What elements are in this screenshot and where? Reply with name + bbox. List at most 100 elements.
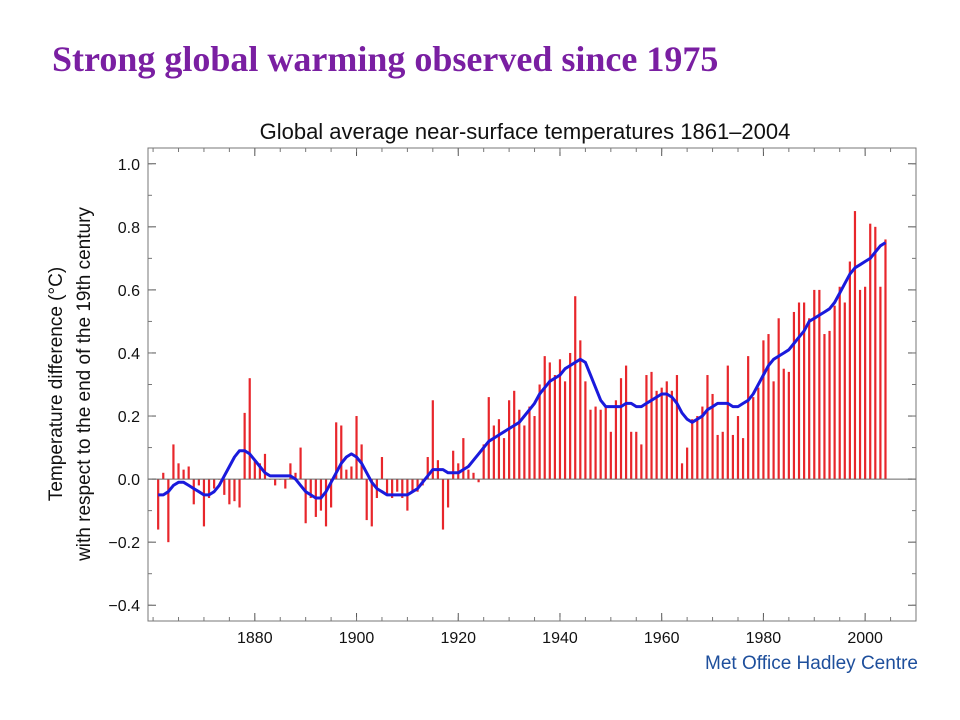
temperature-bar bbox=[533, 416, 536, 480]
temperature-bar bbox=[411, 479, 414, 492]
temperature-bar bbox=[167, 479, 170, 543]
y-tick-label: −0.2 bbox=[108, 535, 140, 552]
temperature-bar bbox=[797, 302, 801, 480]
temperature-bar bbox=[304, 479, 307, 524]
temperature-bar bbox=[472, 472, 475, 480]
temperature-bar bbox=[157, 479, 160, 530]
temperature-bar bbox=[391, 479, 394, 499]
temperature-bar bbox=[294, 472, 297, 480]
temperature-bar bbox=[508, 400, 511, 480]
temperature-bar bbox=[711, 393, 714, 480]
temperature-bar bbox=[345, 469, 348, 480]
temperature-bar bbox=[614, 400, 618, 480]
temperature-bar bbox=[609, 431, 612, 480]
y-tick-label: 0.2 bbox=[118, 409, 140, 426]
temperature-bar bbox=[757, 387, 760, 480]
temperature-bar bbox=[818, 289, 821, 480]
temperature-bar bbox=[350, 466, 353, 480]
temperature-bar bbox=[680, 463, 684, 480]
temperature-bar bbox=[228, 479, 231, 505]
temperature-bar bbox=[731, 434, 734, 480]
temperature-bar bbox=[523, 425, 526, 480]
temperature-bar bbox=[182, 469, 185, 480]
temperature-bar bbox=[213, 479, 216, 489]
temperature-bar bbox=[813, 289, 816, 480]
temperature-bar bbox=[162, 472, 165, 480]
y-tick-label: 0.8 bbox=[118, 220, 140, 237]
x-tick-label: 1940 bbox=[542, 630, 578, 647]
temperature-bar bbox=[706, 375, 709, 480]
temperature-bar bbox=[716, 434, 719, 480]
temperature-bar bbox=[869, 223, 872, 480]
temperature-bar bbox=[253, 460, 256, 480]
y-axis-label-line2: with respect to the end of the 19th cent… bbox=[74, 207, 95, 562]
temperature-bar bbox=[777, 318, 780, 480]
y-axis-label-line1: Temperature difference (°C) bbox=[46, 267, 67, 501]
temperature-bar bbox=[792, 311, 796, 480]
temperature-bar bbox=[782, 368, 785, 480]
temperature-bar bbox=[497, 419, 501, 480]
y-axis-ticks: −0.4 −0.2 0.0 0.2 0.4 0.6 0.8 1.0 bbox=[108, 157, 916, 615]
temperature-bar bbox=[528, 406, 531, 480]
temperature-bar bbox=[207, 479, 211, 499]
temperature-bar bbox=[853, 211, 857, 480]
temperature-bar bbox=[258, 463, 261, 480]
temperature-bar bbox=[701, 406, 704, 480]
temperature-bar bbox=[289, 463, 292, 480]
temperature-bar bbox=[767, 334, 770, 480]
temperature-bar bbox=[467, 469, 470, 480]
temperature-bar bbox=[721, 431, 724, 480]
temperature-bar bbox=[848, 261, 851, 480]
temperature-bar bbox=[330, 479, 333, 508]
temperature-bar bbox=[574, 296, 577, 480]
temperature-bar bbox=[385, 479, 389, 495]
y-tick-label: 0.6 bbox=[118, 283, 140, 300]
temperature-bar bbox=[772, 381, 775, 480]
temperature-bar bbox=[370, 479, 373, 527]
temperature-bar bbox=[691, 419, 694, 480]
temperature-bar bbox=[223, 479, 226, 495]
y-tick-label: 0.0 bbox=[118, 472, 140, 489]
y-tick-label: 0.4 bbox=[118, 346, 140, 363]
temperature-bar bbox=[670, 390, 673, 480]
temperature-bar bbox=[192, 479, 195, 505]
temperature-bar bbox=[233, 479, 236, 502]
temperature-bar bbox=[655, 390, 658, 480]
x-tick-label: 2000 bbox=[847, 630, 883, 647]
temperature-bar bbox=[619, 378, 623, 480]
x-tick-label: 1880 bbox=[237, 630, 273, 647]
temperature-bar bbox=[416, 479, 419, 492]
temperature-bar bbox=[462, 438, 465, 480]
temperature-bar bbox=[584, 381, 587, 480]
temperature-bar bbox=[492, 425, 495, 480]
temperature-bar bbox=[396, 479, 399, 492]
temperature-bar bbox=[569, 352, 572, 480]
temperature-bar bbox=[635, 431, 638, 480]
temperature-bar bbox=[640, 444, 643, 480]
temperature-bar bbox=[665, 381, 668, 480]
slide-title: Strong global warming observed since 197… bbox=[52, 39, 719, 79]
temperature-bar bbox=[177, 463, 180, 480]
temperature-bar bbox=[553, 375, 556, 480]
temperature-bars bbox=[157, 211, 887, 543]
temperature-bar bbox=[828, 330, 831, 480]
y-tick-label: 1.0 bbox=[118, 157, 140, 174]
temperature-bar bbox=[762, 340, 765, 480]
temperature-bar bbox=[197, 479, 200, 486]
temperature-bar bbox=[650, 371, 653, 480]
temperature-bar bbox=[645, 375, 648, 480]
temperature-bar bbox=[736, 416, 740, 480]
temperature-bar bbox=[355, 416, 358, 480]
temperature-bar bbox=[202, 479, 206, 527]
temperature-bar bbox=[340, 425, 343, 480]
temperature-bar bbox=[446, 479, 450, 508]
temperature-bar bbox=[243, 412, 246, 480]
temperature-bar bbox=[563, 381, 567, 480]
temperature-bar bbox=[696, 416, 699, 480]
temperature-bar bbox=[874, 226, 877, 480]
temperature-bar bbox=[452, 450, 455, 480]
temperature-bar bbox=[187, 466, 190, 480]
temperature-bar bbox=[823, 334, 826, 480]
x-tick-label: 1920 bbox=[440, 630, 476, 647]
